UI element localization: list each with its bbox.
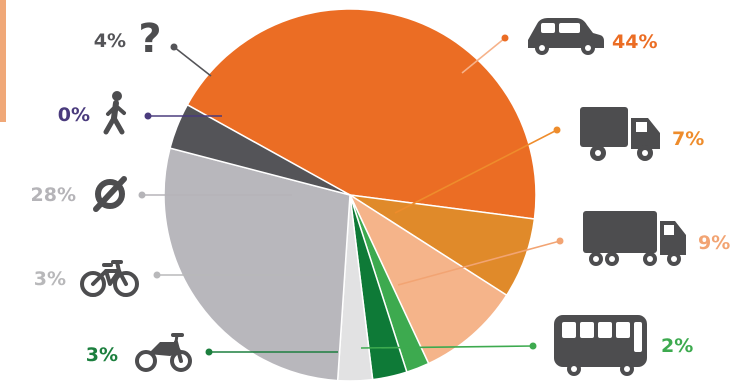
svg-text:?: ?	[138, 16, 161, 62]
label-car: 44%	[612, 31, 657, 53]
leader-line-lorry	[397, 240, 561, 286]
pie-slice-lorry	[348, 192, 508, 365]
label-no-trip: 28%	[31, 184, 76, 206]
label-motorcycle: 3%	[86, 344, 118, 366]
truck-icon	[580, 107, 660, 161]
pie-slice-unknown	[169, 103, 351, 196]
percent-labels: 44% 7% 9% 2% 3% 3% 28% 0% 4%	[31, 30, 731, 366]
no-trip-icon	[93, 176, 127, 212]
leader-dot-car	[501, 34, 509, 42]
unknown-icon: ?	[138, 16, 161, 62]
pie-slices	[163, 8, 537, 382]
pie-slice-no-trip	[163, 147, 351, 382]
car-icon	[528, 18, 604, 55]
label-pedestrian: 0%	[58, 104, 90, 126]
pie-slice-car	[186, 8, 537, 220]
motorcycle-icon	[135, 333, 192, 372]
label-bus: 2%	[661, 335, 693, 357]
label-unknown: 4%	[94, 30, 126, 52]
leader-line-truck	[394, 129, 558, 214]
leader-dot-no-trip	[138, 191, 146, 199]
leader-dot-unknown	[170, 43, 178, 51]
leader-dot-bus	[529, 342, 537, 350]
bus-icon	[554, 315, 647, 376]
leader-lines	[138, 34, 564, 356]
leader-dot-truck	[553, 126, 561, 134]
leader-dot-bicycle	[153, 271, 161, 279]
leader-dot-pedestrian	[144, 112, 152, 120]
label-lorry: 9%	[698, 232, 730, 254]
leader-line-bus	[360, 345, 534, 349]
bicycle-icon	[80, 260, 139, 297]
label-bicycle: 3%	[34, 268, 66, 290]
pedestrian-icon	[103, 91, 126, 135]
leader-dot-lorry	[556, 237, 564, 245]
leader-line-car	[461, 37, 506, 74]
lorry-icon	[583, 211, 686, 266]
leader-dot-motorcycle	[205, 348, 213, 356]
accent-strip	[0, 0, 6, 122]
leader-line-unknown	[173, 46, 212, 77]
label-truck: 7%	[672, 128, 704, 150]
